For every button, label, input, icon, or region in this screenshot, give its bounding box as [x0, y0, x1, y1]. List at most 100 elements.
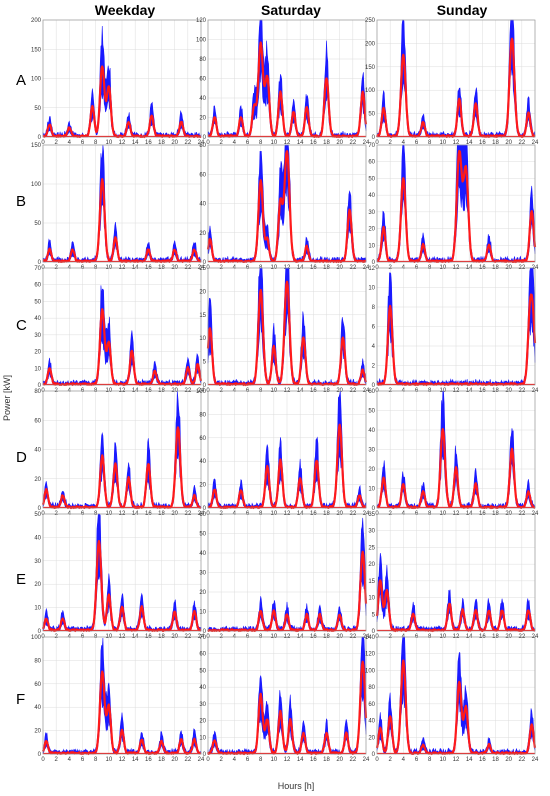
x-tick-label: 6 — [415, 140, 419, 146]
x-tick-label: 4 — [68, 757, 72, 763]
y-tick-label: 100 — [31, 77, 42, 83]
y-tick-label: 0 — [38, 752, 42, 758]
y-tick-label: 20 — [199, 590, 206, 596]
frame-b-sunday — [376, 144, 536, 263]
y-tick-label: 4 — [372, 344, 376, 350]
y-tick-label: 40 — [199, 459, 206, 465]
y-tick-label: 50 — [34, 221, 41, 227]
y-tick-label: 120 — [365, 652, 376, 658]
y-tick-label: 200 — [31, 18, 42, 24]
row-label-f: F — [16, 691, 25, 708]
x-tick-label: 12 — [453, 757, 460, 763]
x-tick-label: 24 — [198, 140, 205, 146]
y-tick-label: 0 — [372, 260, 376, 266]
row-label-c: C — [16, 317, 27, 334]
x-tick-label: 0 — [375, 140, 379, 146]
frame-d-weekday — [42, 390, 202, 509]
x-tick-label: 16 — [479, 757, 486, 763]
y-tick-label: 0 — [38, 383, 42, 389]
x-tick-label: 18 — [323, 140, 330, 146]
y-tick-label: 10 — [199, 735, 206, 741]
x-tick-label: 0 — [41, 757, 45, 763]
y-tick-label: 12 — [368, 266, 375, 272]
x-tick-label: 0 — [375, 757, 379, 763]
mean-line-a-sunday — [375, 37, 536, 139]
y-tick-label: 20 — [34, 477, 41, 483]
x-tick-label: 14 — [132, 140, 139, 146]
x-tick-label: 16 — [310, 140, 317, 146]
y-tick-label: 15 — [199, 313, 206, 319]
y-tick-label: 60 — [199, 77, 206, 83]
x-tick-label: 6 — [246, 757, 250, 763]
x-tick-label: 10 — [270, 140, 277, 146]
mean-line-c-saturday — [206, 280, 368, 387]
x-tick-label: 22 — [518, 140, 525, 146]
y-tick-label: 0 — [203, 506, 207, 512]
y-tick-label: 0 — [203, 135, 207, 141]
y-tick-label: 150 — [31, 47, 42, 53]
x-tick-label: 0 — [206, 757, 210, 763]
x-tick-label: 8 — [428, 757, 432, 763]
x-tick-label: 10 — [439, 140, 446, 146]
y-tick-label: 50 — [34, 512, 41, 518]
x-tick-label: 8 — [94, 757, 98, 763]
y-tick-label: 20 — [34, 729, 41, 735]
y-tick-label: 40 — [368, 428, 375, 434]
y-tick-label: 80 — [199, 143, 206, 149]
mean-line-d-sunday — [376, 428, 536, 510]
frame-e-saturday — [207, 513, 367, 632]
x-tick-label: 12 — [284, 140, 291, 146]
y-tick-label: 10 — [368, 487, 375, 493]
y-tick-label: 20 — [368, 227, 375, 233]
x-tick-label: 22 — [184, 140, 191, 146]
x-tick-label: 6 — [246, 140, 250, 146]
y-tick-label: 0 — [38, 506, 42, 512]
y-tick-label: 100 — [31, 182, 42, 188]
y-tick-label: 150 — [31, 143, 42, 149]
y-tick-label: 50 — [34, 299, 41, 305]
y-tick-label: 0 — [38, 135, 42, 141]
x-tick-label: 20 — [171, 757, 178, 763]
y-tick-label: 100 — [365, 668, 376, 674]
x-tick-label: 22 — [349, 140, 356, 146]
frame-d-sunday — [376, 390, 536, 509]
y-tick-label: 20 — [368, 562, 375, 568]
y-tick-label: 40 — [34, 705, 41, 711]
y-tick-label: 70 — [34, 266, 41, 272]
y-tick-label: 40 — [34, 448, 41, 454]
y-tick-label: 30 — [199, 571, 206, 577]
y-tick-label: 30 — [199, 702, 206, 708]
y-tick-label: 40 — [368, 719, 375, 725]
y-tick-label: 10 — [34, 366, 41, 372]
x-tick-label: 2 — [388, 140, 392, 146]
x-tick-label: 14 — [132, 757, 139, 763]
y-tick-label: 5 — [203, 360, 207, 366]
y-tick-label: 25 — [368, 545, 375, 551]
y-tick-label: 80 — [199, 412, 206, 418]
x-tick-label: 22 — [349, 757, 356, 763]
column-title-weekday: Weekday — [95, 2, 156, 18]
frame-e-sunday — [376, 513, 536, 632]
y-tick-label: 10 — [199, 610, 206, 616]
y-tick-label: 50 — [199, 532, 206, 538]
y-tick-label: 0 — [38, 260, 42, 266]
y-tick-label: 140 — [365, 635, 376, 641]
y-tick-label: 0 — [203, 629, 207, 635]
x-tick-label: 6 — [81, 757, 85, 763]
x-tick-label: 22 — [184, 757, 191, 763]
x-tick-label: 4 — [402, 757, 406, 763]
y-tick-label: 0 — [372, 135, 376, 141]
y-tick-label: 200 — [365, 41, 376, 47]
x-tick-label: 24 — [363, 140, 370, 146]
frame-a-weekday — [42, 19, 202, 138]
panel-e-sunday: 02468101214161820222405101520253035 — [368, 512, 539, 640]
x-tick-label: 14 — [297, 757, 304, 763]
x-tick-label: 2 — [54, 757, 58, 763]
x-tick-label: 12 — [119, 140, 126, 146]
